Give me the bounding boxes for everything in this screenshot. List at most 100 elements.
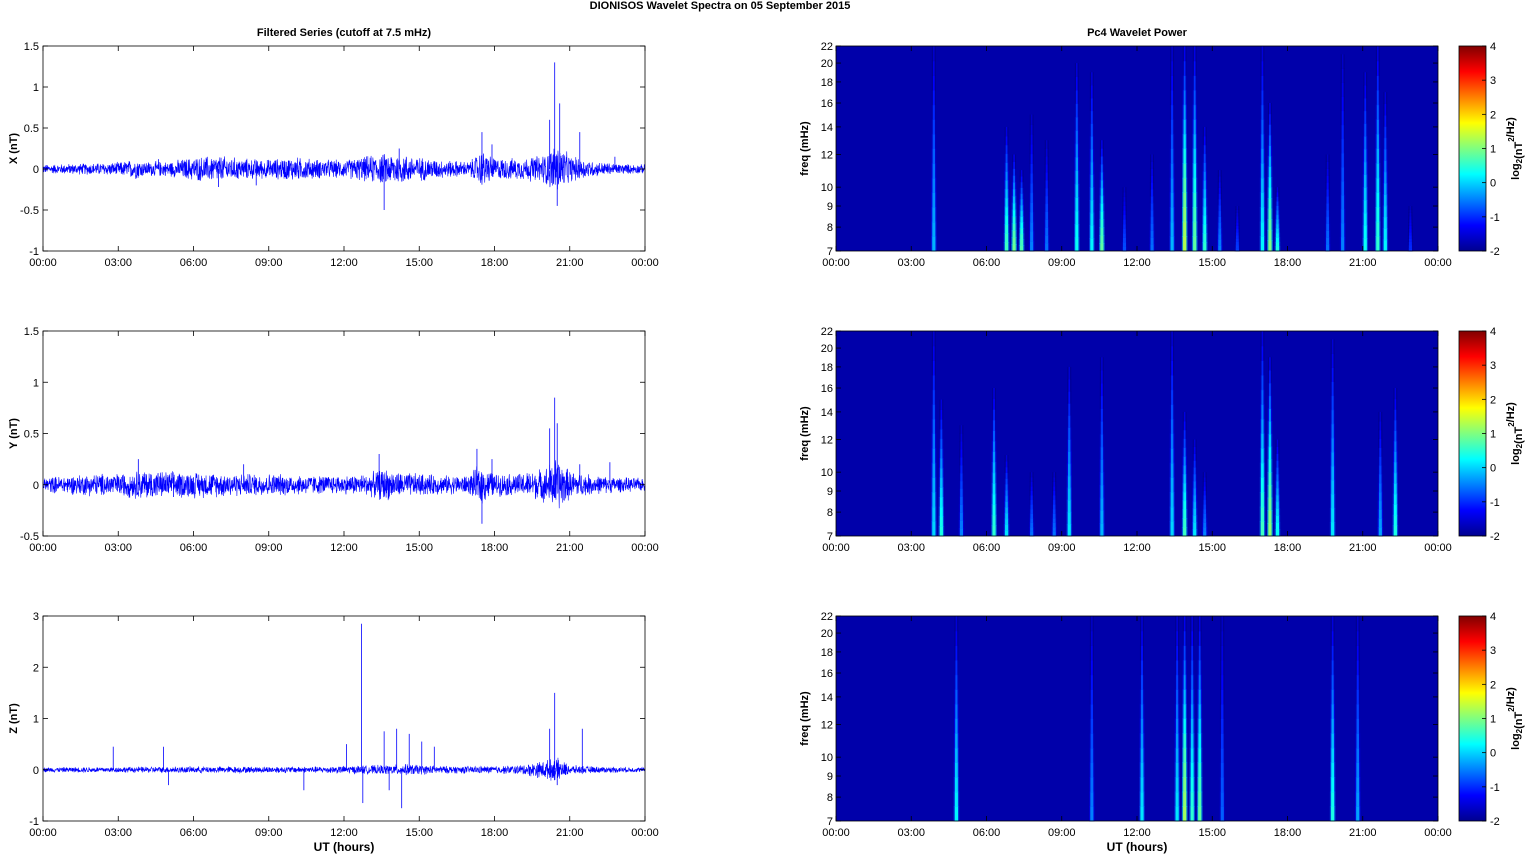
- x-tick-label: 12:00: [1123, 542, 1151, 554]
- wavelet-burst: [1043, 140, 1050, 252]
- colorbar-tick-label: 1: [1490, 714, 1496, 726]
- time-series-panels: 1.510.50-0.5-100:00 03:00 06:00 09:00 12:00 1…: [8, 41, 659, 854]
- x-tick-label: 03:00: [897, 257, 925, 269]
- x-tick-label: 00:00: [1424, 542, 1452, 554]
- x-tick-label: 00:00: [822, 827, 850, 839]
- wavelet-burst: [1189, 616, 1195, 822]
- wavelet-burst: [1181, 616, 1188, 822]
- wavelet-burst: [1267, 103, 1273, 252]
- y-tick-label: 2: [33, 662, 39, 674]
- wavelet-burst: [1259, 331, 1266, 537]
- series-panel-x: 1.510.50-0.5-100:00 03:00 06:00 09:00 12:00 1…: [8, 41, 659, 269]
- wavelet-burst: [1191, 439, 1198, 537]
- y-tick-label: 22: [821, 41, 833, 53]
- wavelet-burst: [1354, 616, 1361, 822]
- y-tick-label: 0: [33, 765, 39, 777]
- x-tick-label: 12:00: [330, 542, 358, 554]
- x-tick-label: 06:00: [973, 542, 1001, 554]
- x-tick-label: 18:00: [1274, 542, 1302, 554]
- wavelet-burst: [1324, 154, 1331, 252]
- y-tick-label: 8: [827, 792, 833, 804]
- colorbar-tick-label: 1: [1490, 144, 1496, 156]
- x-tick-label: 12:00: [330, 827, 358, 839]
- x-tick-label: 06:00: [180, 257, 208, 269]
- wavelet-burst: [1028, 472, 1035, 537]
- left-column-title: Filtered Series (cutoff at 7.5 mHz): [257, 27, 432, 39]
- wavelet-burst: [991, 388, 997, 537]
- wavelet-burst: [1407, 206, 1414, 252]
- colorbar-tick-label: -1: [1490, 212, 1500, 224]
- y-tick-label: 1.5: [24, 41, 39, 53]
- y-tick-label: 12: [821, 150, 833, 162]
- x-tick-label: 03:00: [104, 257, 132, 269]
- right-column-title: Pc4 Wavelet Power: [1087, 27, 1188, 39]
- y-tick-label: 7: [827, 531, 833, 543]
- wavelet-burst: [1329, 339, 1336, 537]
- wavelet-burst: [1011, 154, 1017, 252]
- wavelet-burst: [1099, 357, 1105, 537]
- x-tick-label: 09:00: [255, 827, 283, 839]
- wavelet-burst: [1339, 54, 1346, 252]
- wavelet-burst: [1201, 472, 1208, 537]
- x-tick-label: 00:00: [29, 827, 57, 839]
- colorbar-tick-label: 3: [1490, 75, 1496, 87]
- x-tick-label: 00:00: [1424, 827, 1452, 839]
- wavelet-burst: [1392, 388, 1399, 537]
- wavelet-burst: [958, 425, 965, 537]
- wavelet-background: [836, 331, 1438, 536]
- y-tick-label: -1: [29, 246, 39, 258]
- y-tick-label: 20: [821, 628, 833, 640]
- x-tick-label: 06:00: [973, 257, 1001, 269]
- wavelet-burst: [1274, 439, 1281, 537]
- y-tick-label: 18: [821, 647, 833, 659]
- x-tick-label: 06:00: [973, 827, 1001, 839]
- wavelet-burst: [1169, 46, 1175, 252]
- wavelet-burst: [1382, 92, 1389, 252]
- wavelet-burst: [1066, 366, 1073, 537]
- colorbar-tick-label: 0: [1490, 463, 1496, 475]
- y-tick-label: -0.5: [20, 531, 39, 543]
- y-tick-label: 0: [33, 164, 39, 176]
- x-tick-label: 00:00: [631, 542, 659, 554]
- wavelet-burst: [1051, 472, 1058, 537]
- wavelet-burst: [1169, 331, 1175, 537]
- y-tick-label: -1: [29, 816, 39, 828]
- colorbar-tick-label: 1: [1490, 429, 1496, 441]
- y-tick-label: 9: [827, 486, 833, 498]
- x-tick-label: 21:00: [1349, 827, 1377, 839]
- y-tick-label: 1: [33, 377, 39, 389]
- colorbar-tick-label: -2: [1490, 246, 1500, 258]
- x-tick-label: 12:00: [1123, 827, 1151, 839]
- colorbar-tick-label: 3: [1490, 645, 1496, 657]
- y-tick-label: 14: [821, 407, 833, 419]
- wavelet-burst: [1216, 170, 1223, 252]
- colorbar-label: log2(nT2/Hz): [1505, 402, 1525, 465]
- x-tick-label: 09:00: [255, 542, 283, 554]
- y-tick-label: 12: [821, 435, 833, 447]
- wavelet-burst: [1074, 63, 1080, 252]
- y-tick-label: 20: [821, 343, 833, 355]
- y-tick-label: 7: [827, 246, 833, 258]
- x-tick-label: 09:00: [1048, 257, 1076, 269]
- y-tick-label: 0.5: [24, 123, 39, 135]
- wavelet-burst: [1139, 616, 1145, 822]
- colorbar-tick-label: 2: [1490, 679, 1496, 691]
- wavelet-burst: [1181, 46, 1188, 252]
- x-tick-label: 21:00: [556, 827, 584, 839]
- series-panel-y: 1.510.50-0.500:00 03:00 06:00 09:00 12:00 15:…: [8, 326, 659, 554]
- x-tick-label: 06:00: [180, 542, 208, 554]
- x-tick-label: 15:00: [1198, 827, 1226, 839]
- wavelet-burst: [1329, 616, 1336, 822]
- wavelet-burst: [1149, 154, 1155, 252]
- wavelet-burst: [1234, 206, 1241, 252]
- y-tick-label: 22: [821, 611, 833, 623]
- colorbar-tick-label: -2: [1490, 531, 1500, 543]
- x-tick-label: 18:00: [1274, 257, 1302, 269]
- x-tick-label: 18:00: [481, 257, 509, 269]
- colorbar: [1458, 45, 1487, 252]
- colorbar: [1458, 330, 1487, 537]
- series-line-y: [42, 460, 646, 509]
